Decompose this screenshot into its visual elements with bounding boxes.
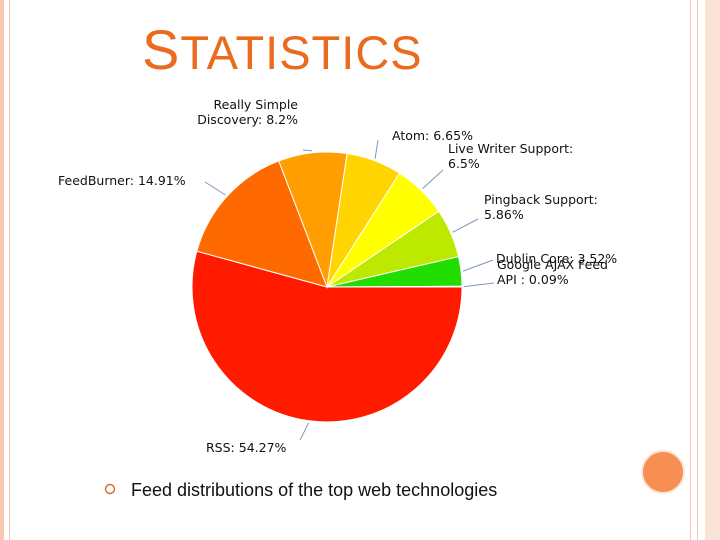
pie-label: Google AJAX Feed API : 0.09% bbox=[497, 257, 608, 287]
slide-title: STATISTICS bbox=[142, 22, 423, 78]
leader-line bbox=[462, 259, 494, 272]
leader-line bbox=[302, 149, 313, 152]
decorative-circle bbox=[641, 450, 685, 494]
pie-label: Pingback Support: 5.86% bbox=[484, 192, 598, 222]
leader-line bbox=[422, 169, 444, 190]
leader-line bbox=[204, 181, 226, 196]
left-border-line bbox=[9, 0, 10, 540]
slide-title-initial: S bbox=[142, 18, 181, 81]
pie-label: Atom: 6.65% bbox=[392, 128, 473, 143]
pie-label: Dublin Core: 3.52% bbox=[496, 251, 617, 266]
leader-line bbox=[299, 422, 310, 441]
pie-label: RSS: 54.27% bbox=[206, 440, 287, 455]
right-border-line-2 bbox=[697, 0, 698, 540]
pie-label: FeedBurner: 14.91% bbox=[58, 173, 186, 188]
pie-labels: RSS: 54.27% FeedBurner: 14.91% Really Simp… bbox=[58, 97, 617, 455]
slide-title-rest: TATISTICS bbox=[180, 26, 423, 79]
circle-bullet-icon bbox=[104, 483, 116, 495]
pie-leader-lines bbox=[204, 139, 495, 441]
pie-slices bbox=[191, 151, 463, 423]
pie-label: Live Writer Support: 6.5% bbox=[448, 141, 573, 171]
right-border-band bbox=[705, 0, 720, 540]
leader-line bbox=[374, 139, 379, 159]
pie-label: Really Simple Discovery: 8.2% bbox=[197, 97, 298, 127]
leader-line bbox=[463, 282, 495, 288]
leader-line bbox=[452, 218, 479, 233]
left-border-band bbox=[0, 0, 4, 540]
pie-slice-rss bbox=[191, 250, 463, 423]
pie-slice-google-ajax-feed-api bbox=[326, 285, 463, 288]
slide-caption: Feed distributions of the top web techno… bbox=[131, 480, 498, 500]
right-border-line-1 bbox=[690, 0, 691, 540]
pie-slice-feedburner bbox=[196, 160, 328, 288]
